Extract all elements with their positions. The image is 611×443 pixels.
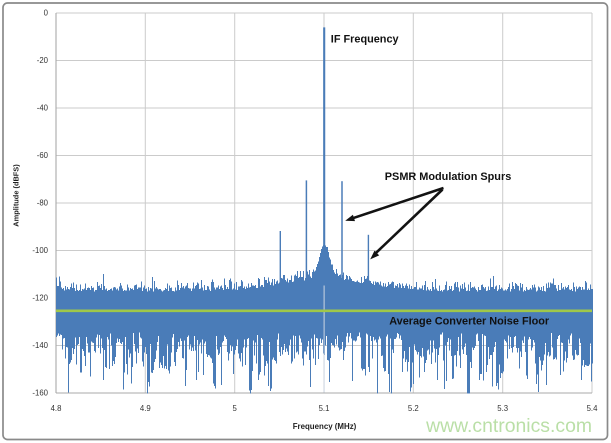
svg-text:0: 0	[44, 9, 49, 18]
svg-text:Amplitude (dBFS): Amplitude (dBFS)	[12, 164, 21, 227]
svg-text:4.9: 4.9	[140, 404, 151, 413]
svg-text:5.4: 5.4	[587, 404, 599, 413]
svg-text:4.8: 4.8	[51, 404, 62, 413]
svg-text:Frequency (MHz): Frequency (MHz)	[293, 422, 357, 431]
svg-text:-160: -160	[32, 389, 48, 398]
svg-text:5.3: 5.3	[497, 404, 508, 413]
svg-text:-80: -80	[37, 199, 49, 208]
svg-text:Average Converter Noise Floor: Average Converter Noise Floor	[389, 316, 550, 328]
svg-text:-140: -140	[32, 341, 48, 350]
svg-text:IF Frequency: IF Frequency	[331, 34, 399, 46]
svg-text:-60: -60	[37, 151, 49, 160]
svg-text:-100: -100	[32, 246, 48, 255]
svg-text:www.cntronics.com: www.cntronics.com	[425, 415, 592, 437]
svg-text:-40: -40	[37, 104, 49, 113]
svg-text:5.1: 5.1	[319, 404, 330, 413]
svg-text:PSMR Modulation Spurs: PSMR Modulation Spurs	[385, 171, 511, 183]
svg-text:5.2: 5.2	[408, 404, 419, 413]
svg-text:-20: -20	[37, 56, 49, 65]
svg-text:-120: -120	[32, 294, 48, 303]
svg-text:5: 5	[233, 404, 238, 413]
